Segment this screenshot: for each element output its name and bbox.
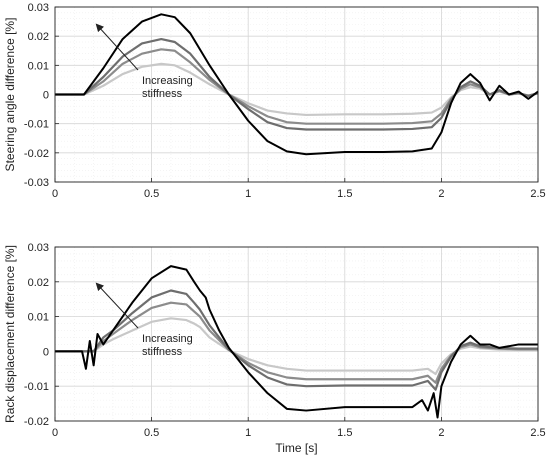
annotation-text-line2: stiffness	[142, 346, 183, 358]
x-tick-label: 0	[52, 427, 58, 439]
x-tick-label: 0	[52, 188, 58, 200]
annotation-text-line1: Increasing	[142, 333, 193, 345]
y-axis-label: Steering angle difference [%]	[3, 18, 17, 172]
series-line-3	[55, 301, 538, 384]
x-tick-label: 1	[245, 427, 251, 439]
chart-panel-2: 0 0.5 1 1.5 2 2.5 -0.02 -0.01 0 0.01 0.02 0.03 Incre…	[3, 242, 546, 455]
series-line-4	[55, 317, 538, 376]
y-tick-label: 0.01	[28, 312, 49, 324]
x-tick-label: 0.5	[144, 427, 159, 439]
y-tick-label: 0	[43, 346, 49, 358]
axes-frame	[54, 246, 539, 422]
y-tick-label: 0	[43, 90, 49, 102]
annotation-arrow	[95, 282, 139, 329]
annotation-text-line1: Increasing	[142, 75, 193, 87]
x-tick-label: 2.5	[530, 188, 545, 200]
y-tick-label: 0.03	[28, 2, 49, 14]
x-tick-label: 2	[438, 188, 444, 200]
y-axis-label: Rack displacement difference [%]	[3, 245, 17, 423]
y-tick-label: -0.03	[24, 177, 49, 189]
x-tick-label: 1	[245, 188, 251, 200]
y-tick-label: 0.02	[28, 31, 49, 43]
x-tick-label: 1.5	[337, 427, 352, 439]
annotation-text-line2: stiffness	[142, 88, 183, 100]
series-line-2	[55, 289, 538, 391]
y-tick-label: 0.02	[28, 277, 49, 289]
axes-frame	[54, 6, 539, 183]
plot-area	[55, 247, 538, 421]
y-tick-label: -0.01	[24, 381, 49, 393]
y-tick-label: 0.03	[28, 242, 49, 254]
x-tick-label: 2.5	[530, 427, 545, 439]
series-line-1	[55, 265, 538, 419]
y-tick-label: -0.02	[24, 148, 49, 160]
x-tick-label: 2	[438, 427, 444, 439]
y-tick-label: 0.01	[28, 60, 49, 72]
series-line-1	[55, 13, 539, 156]
chart-panel-1: 0 0.5 1 1.5 2 2.5 -0.03 -0.02 -0.01 0 0.01 0.02 0.03…	[3, 2, 546, 200]
y-tick-label: -0.01	[24, 119, 49, 131]
x-axis-label: Time [s]	[275, 441, 317, 455]
series-line-2	[55, 37, 539, 131]
annotation-arrow	[95, 23, 139, 71]
x-tick-label: 1.5	[337, 188, 352, 200]
x-tick-label: 0.5	[144, 188, 159, 200]
y-tick-label: -0.02	[24, 416, 49, 428]
